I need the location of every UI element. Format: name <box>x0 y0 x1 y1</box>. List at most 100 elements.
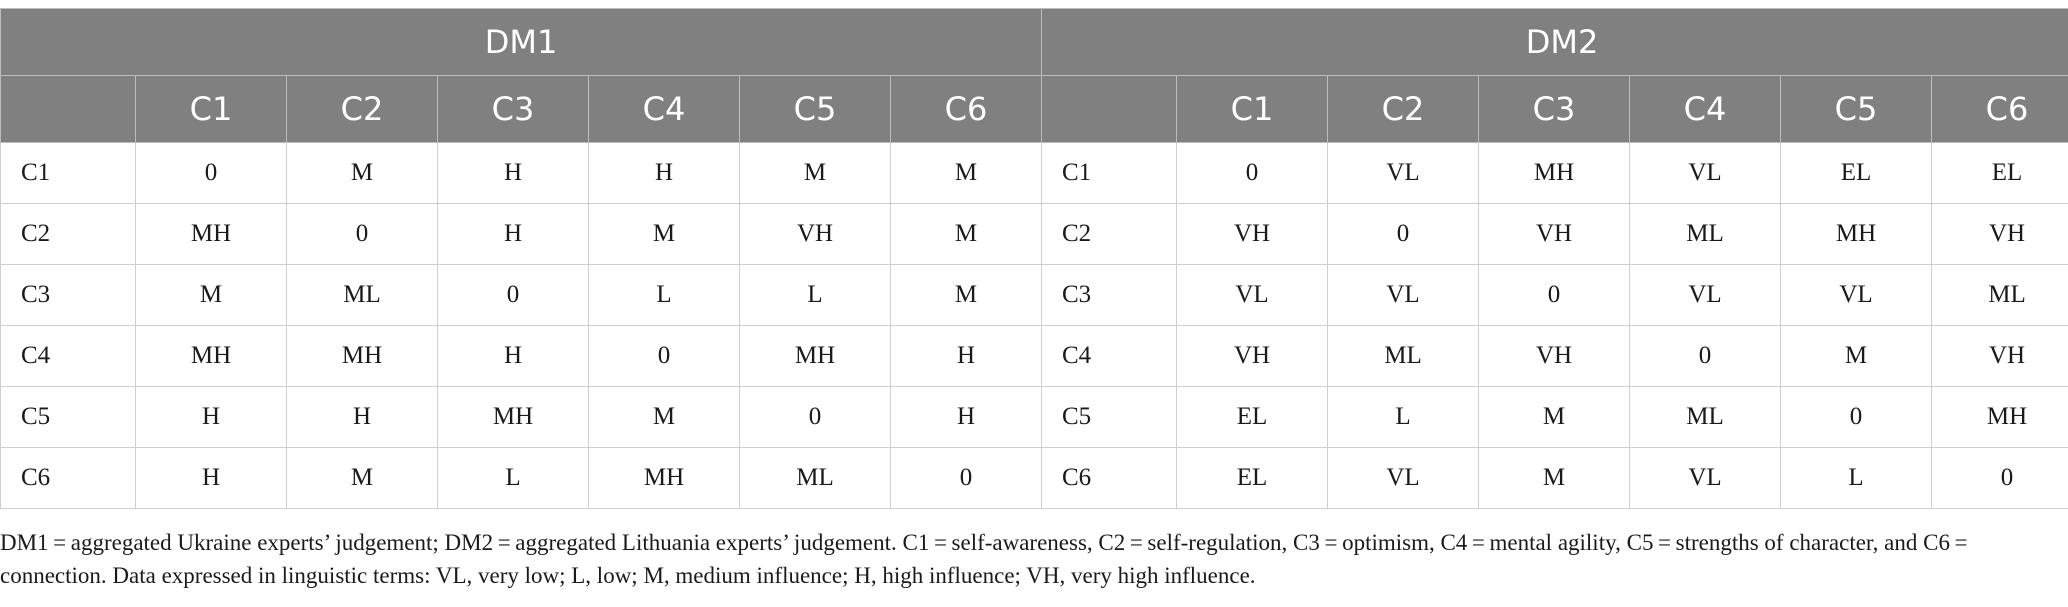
matrix-table-container: DM1 DM2 C1 C2 C3 C4 C5 C6 C1 C2 C3 C4 C5 C6 C1 0 M H H M… <box>0 8 2068 509</box>
influence-matrix-table: DM1 DM2 C1 C2 C3 C4 C5 C6 C1 C2 C3 C4 C5 C6 C1 0 M H H M… <box>0 8 2068 509</box>
dm2-row-label: C5 <box>1041 386 1177 448</box>
dm1-cell: 0 <box>135 142 287 204</box>
dm1-row-label: C5 <box>0 386 136 448</box>
dm2-row-label: C3 <box>1041 264 1177 326</box>
dm1-cell: MH <box>135 325 287 387</box>
dm2-cell: VH <box>1176 325 1328 387</box>
dm1-cell: MH <box>135 203 287 265</box>
table-row: C4 MH MH H 0 MH H C4 VH ML VH 0 M VH <box>0 325 2068 387</box>
dm2-cell: VL <box>1629 142 1781 204</box>
dm2-cell: M <box>1780 325 1932 387</box>
dm1-row-label: C2 <box>0 203 136 265</box>
dm2-cell: M <box>1478 386 1630 448</box>
dm2-row-label: C4 <box>1041 325 1177 387</box>
table-row: C5 H H MH M 0 H C5 EL L M ML 0 MH <box>0 386 2068 448</box>
column-header-row: C1 C2 C3 C4 C5 C6 C1 C2 C3 C4 C5 C6 <box>0 75 2068 143</box>
dm1-cell: ML <box>739 447 891 509</box>
dm1-row-label: C1 <box>0 142 136 204</box>
dm2-cell: VL <box>1629 447 1781 509</box>
dm1-cell: ML <box>286 264 438 326</box>
dm1-column-header: C6 <box>890 75 1042 143</box>
group-header-dm2: DM2 <box>1041 8 2068 76</box>
dm1-cell: M <box>890 264 1042 326</box>
dm2-corner-header <box>1041 75 1177 143</box>
dm2-cell: L <box>1780 447 1932 509</box>
dm1-cell: H <box>135 447 287 509</box>
dm1-cell: M <box>588 203 740 265</box>
dm1-cell: VH <box>739 203 891 265</box>
dm1-cell: L <box>437 447 589 509</box>
dm1-column-header: C3 <box>437 75 589 143</box>
dm1-cell: MH <box>588 447 740 509</box>
dm1-cell: H <box>437 142 589 204</box>
dm1-column-header: C4 <box>588 75 740 143</box>
dm2-cell: 0 <box>1629 325 1781 387</box>
dm1-cell: 0 <box>739 386 891 448</box>
group-header-dm1: DM1 <box>0 8 1042 76</box>
dm1-cell: M <box>890 203 1042 265</box>
table-footnote: DM1 = aggregated Ukraine experts’ judgem… <box>0 530 1973 588</box>
dm1-column-header: C5 <box>739 75 891 143</box>
dm1-cell: M <box>135 264 287 326</box>
dm2-column-header: C2 <box>1327 75 1479 143</box>
dm1-cell: H <box>890 386 1042 448</box>
dm2-cell: ML <box>1629 203 1781 265</box>
group-header-row: DM1 DM2 <box>0 8 2068 76</box>
table-row: C3 M ML 0 L L M C3 VL VL 0 VL VL ML <box>0 264 2068 326</box>
dm2-cell: 0 <box>1327 203 1479 265</box>
dm2-cell: MH <box>1780 203 1932 265</box>
dm2-cell: VH <box>1931 203 2068 265</box>
dm1-row-label: C6 <box>0 447 136 509</box>
dm2-row-label: C6 <box>1041 447 1177 509</box>
dm2-cell: VH <box>1478 203 1630 265</box>
dm2-cell: VH <box>1478 325 1630 387</box>
dm2-cell: VL <box>1327 142 1479 204</box>
dm2-cell: MH <box>1931 386 2068 448</box>
dm2-cell: VL <box>1327 447 1479 509</box>
dm1-cell: 0 <box>890 447 1042 509</box>
dm1-cell: L <box>588 264 740 326</box>
dm1-column-header: C2 <box>286 75 438 143</box>
dm1-cell: H <box>437 203 589 265</box>
dm2-cell: 0 <box>1176 142 1328 204</box>
dm2-cell: EL <box>1931 142 2068 204</box>
table-row: C6 H M L MH ML 0 C6 EL VL M VL L 0 <box>0 447 2068 509</box>
dm2-cell: EL <box>1176 386 1328 448</box>
dm2-cell: L <box>1327 386 1479 448</box>
dm1-cell: M <box>739 142 891 204</box>
dm1-cell: MH <box>437 386 589 448</box>
dm2-column-header: C4 <box>1629 75 1781 143</box>
dm1-cell: 0 <box>437 264 589 326</box>
dm2-cell: VH <box>1176 203 1328 265</box>
dm2-row-label: C2 <box>1041 203 1177 265</box>
dm2-cell: MH <box>1478 142 1630 204</box>
dm1-cell: H <box>437 325 589 387</box>
dm2-cell: VL <box>1629 264 1781 326</box>
dm2-cell: ML <box>1629 386 1781 448</box>
dm2-cell: 0 <box>1478 264 1630 326</box>
dm2-cell: 0 <box>1931 447 2068 509</box>
dm1-cell: H <box>890 325 1042 387</box>
dm2-cell: VH <box>1931 325 2068 387</box>
dm2-cell: VL <box>1176 264 1328 326</box>
dm2-cell: M <box>1478 447 1630 509</box>
dm2-column-header: C5 <box>1780 75 1932 143</box>
dm1-row-label: C4 <box>0 325 136 387</box>
dm1-cell: 0 <box>286 203 438 265</box>
dm2-cell: ML <box>1931 264 2068 326</box>
table-row: C2 MH 0 H M VH M C2 VH 0 VH ML MH VH <box>0 203 2068 265</box>
dm1-cell: H <box>588 142 740 204</box>
dm2-row-label: C1 <box>1041 142 1177 204</box>
dm2-cell: EL <box>1780 142 1932 204</box>
dm2-cell: VL <box>1327 264 1479 326</box>
dm1-row-label: C3 <box>0 264 136 326</box>
matrix-body: C1 0 M H H M M C1 0 VL MH VL EL EL C2 MH 0 H M VH M C2 VH 0 VH ML… <box>0 142 2068 509</box>
dm1-cell: H <box>135 386 287 448</box>
dm1-cell: MH <box>286 325 438 387</box>
dm2-column-header: C6 <box>1931 75 2068 143</box>
dm1-cell: H <box>286 386 438 448</box>
dm2-column-header: C3 <box>1478 75 1630 143</box>
dm2-cell: VL <box>1780 264 1932 326</box>
dm1-corner-header <box>0 75 136 143</box>
dm2-cell: ML <box>1327 325 1479 387</box>
